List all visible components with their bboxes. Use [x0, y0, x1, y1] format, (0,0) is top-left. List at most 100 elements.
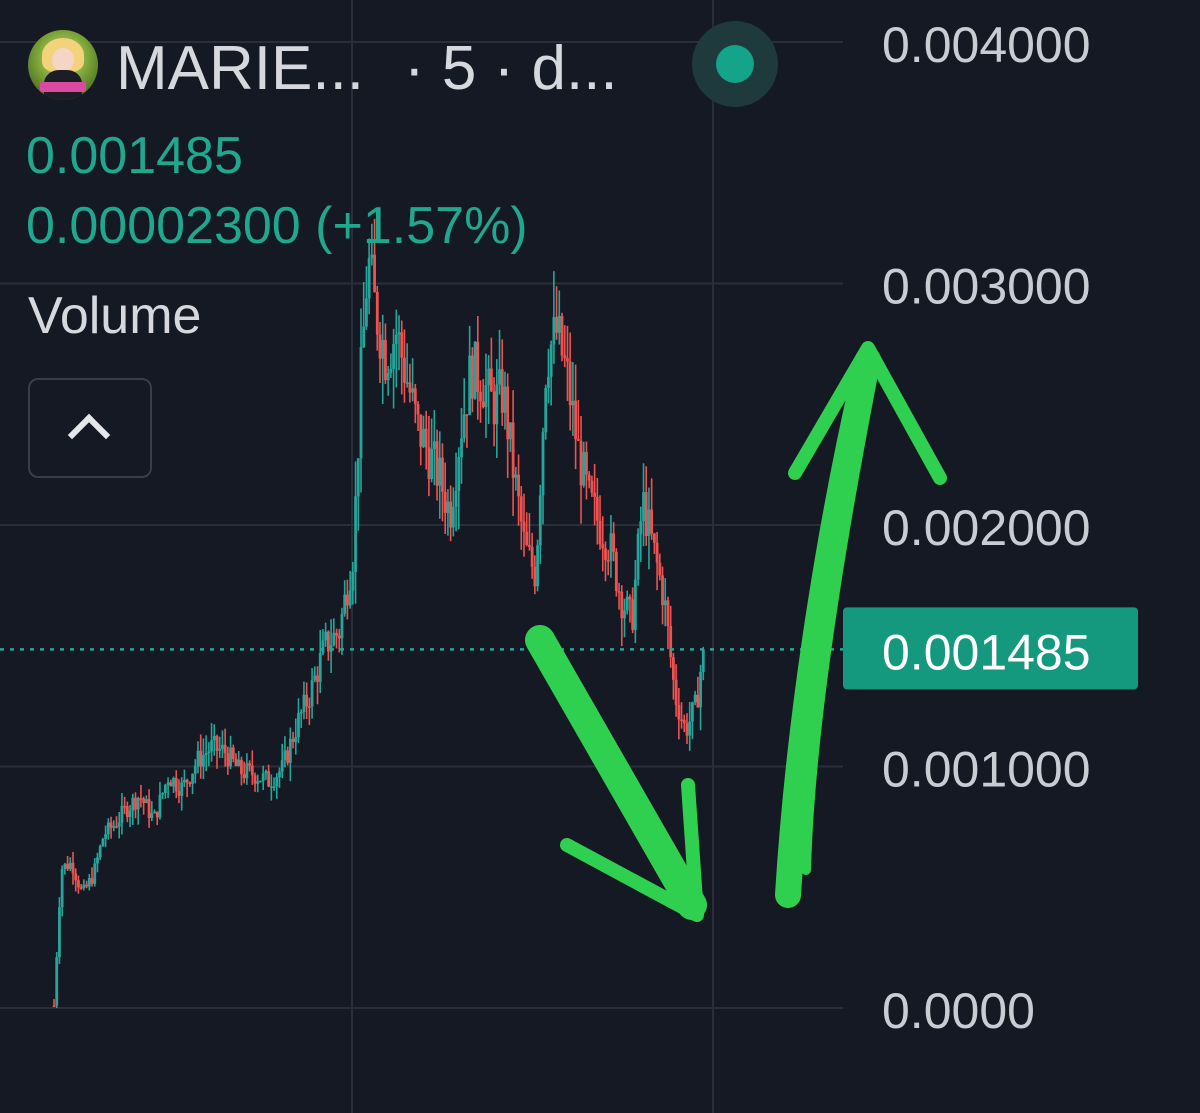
token-avatar-icon[interactable]: [28, 30, 98, 100]
candle-body: [422, 428, 425, 447]
candle-body: [305, 694, 309, 707]
candle-body: [462, 414, 466, 439]
candle-body: [375, 291, 379, 335]
candle-body: [259, 780, 262, 783]
candle-body: [98, 846, 102, 858]
candle-body: [177, 791, 181, 796]
y-tick-label: 0.0000: [882, 983, 1035, 1039]
candle-body: [297, 712, 300, 738]
candle-body: [326, 631, 330, 652]
up-arrow-head: [788, 341, 947, 485]
candle-body: [400, 332, 404, 358]
candle-body: [460, 438, 463, 458]
candle-body: [155, 811, 159, 818]
candle-body: [560, 315, 564, 356]
y-tick-label: 0.002000: [882, 500, 1091, 556]
candle-body: [144, 799, 148, 803]
candle-body: [576, 439, 580, 441]
candle-body: [587, 474, 591, 481]
volume-indicator-label: Volume: [28, 287, 202, 345]
candle-body: [609, 533, 613, 561]
candle-body: [685, 722, 689, 736]
candle-body: [354, 496, 357, 572]
candle-body: [356, 458, 360, 497]
candle-body: [63, 863, 67, 869]
candle-body: [555, 317, 558, 333]
candle-body: [370, 254, 374, 259]
candle-body: [153, 811, 156, 814]
candle-body: [264, 771, 268, 774]
candle-body: [544, 387, 548, 433]
candle-body: [256, 781, 260, 784]
candle-body: [90, 878, 94, 884]
candle-body: [278, 771, 281, 778]
candle-body: [489, 368, 493, 392]
y-tick-label: 0.001000: [882, 742, 1091, 798]
candle-body: [430, 448, 434, 479]
candle-body: [547, 376, 550, 388]
candle-body: [226, 753, 230, 767]
candle-body: [666, 600, 670, 626]
candle-body: [454, 490, 458, 507]
candle-body: [644, 492, 648, 537]
candle-body: [202, 754, 205, 767]
candle-body: [481, 401, 485, 408]
y-axis: 0.004000 0.003000 0.002000 0.001000 0.0000: [882, 17, 1091, 1039]
symbol-name: MARIE...: [116, 33, 365, 103]
candle-body: [362, 326, 366, 348]
candle-body: [536, 545, 539, 587]
candle-body: [514, 474, 518, 478]
candle-body: [658, 562, 662, 576]
candle-body: [365, 298, 368, 327]
candle-body: [419, 414, 423, 447]
candle-body: [549, 344, 553, 377]
candle-body: [196, 750, 200, 766]
candle-body: [650, 509, 654, 534]
candle-body: [316, 675, 319, 682]
candle-body: [340, 613, 344, 639]
candle-body: [614, 551, 618, 592]
candle-body: [574, 400, 577, 440]
candle-body: [191, 773, 194, 784]
collapse-button[interactable]: [28, 378, 152, 478]
up-arrow-shaft-outline: [801, 375, 877, 875]
candle-body: [112, 826, 116, 828]
candle-body: [473, 341, 477, 399]
candle-body: [163, 784, 167, 794]
candle-body: [628, 596, 632, 600]
chart-grid: [0, 0, 843, 1113]
candle-body: [58, 907, 61, 958]
symbol-title[interactable]: MARIE... · 5 · d...: [116, 28, 618, 108]
candle-body: [66, 863, 69, 870]
candle-body: [346, 594, 349, 606]
candle-body: [601, 544, 605, 549]
candle-body: [506, 386, 510, 440]
candle-body: [582, 451, 586, 486]
candle-body: [109, 822, 113, 828]
chevron-up-icon: [67, 413, 111, 457]
candle-body: [633, 579, 637, 630]
candle-body: [470, 355, 474, 399]
candle-body: [134, 797, 137, 810]
candle-body: [617, 591, 621, 593]
down-arrow-head: [560, 778, 704, 922]
candle-body: [639, 521, 643, 534]
candle-body: [533, 566, 537, 587]
candle-body: [359, 347, 363, 459]
candle-body: [492, 391, 496, 425]
candle-body: [696, 694, 700, 708]
candle-body: [479, 391, 482, 402]
candle-body: [123, 805, 127, 808]
candle-body: [180, 782, 184, 796]
candle-body: [280, 760, 284, 772]
candle-body: [229, 747, 232, 767]
candle-body: [207, 751, 211, 754]
candle-body: [563, 355, 567, 359]
candle-body: [503, 386, 507, 413]
candle-body: [240, 759, 243, 775]
candle-body: [174, 778, 178, 792]
candle-body: [313, 675, 317, 681]
candle-body: [519, 496, 523, 522]
candle-body: [294, 737, 298, 743]
